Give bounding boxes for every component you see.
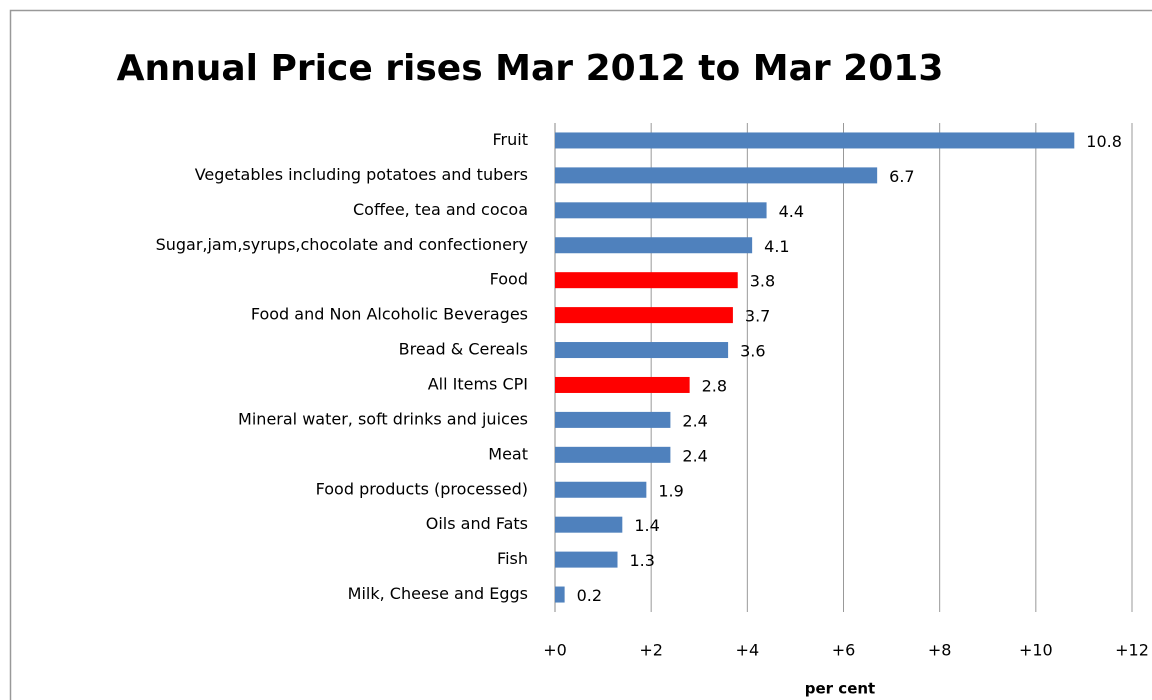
bar: [555, 446, 671, 463]
bar: [555, 516, 623, 533]
y-tick-label: Fruit: [493, 130, 528, 149]
data-label: 10.8: [1086, 132, 1122, 151]
bar: [555, 376, 690, 393]
chart-title: Annual Price rises Mar 2012 to Mar 2013: [117, 48, 944, 89]
data-label: 2.8: [702, 376, 727, 395]
x-tick-label: +10: [1019, 641, 1053, 660]
data-label: 1.3: [630, 551, 655, 570]
data-label: 4.1: [764, 237, 789, 256]
data-label: 1.9: [658, 481, 683, 500]
data-label: 2.4: [682, 446, 707, 465]
data-label: 4.4: [779, 202, 804, 221]
data-label: 6.7: [889, 167, 914, 186]
y-tick-label: Bread & Cereals: [399, 340, 528, 359]
data-label: 1.4: [634, 516, 659, 535]
bar: [555, 307, 733, 324]
data-label: 0.2: [577, 586, 602, 605]
y-tick-label: Milk, Cheese and Eggs: [348, 584, 528, 603]
x-tick-label: +6: [832, 641, 856, 660]
x-tick-label: +8: [928, 641, 952, 660]
y-tick-label: Fish: [497, 549, 528, 568]
bar: [555, 411, 671, 428]
y-tick-label: Food: [490, 270, 528, 289]
bar: [555, 237, 753, 254]
x-tick-label: +12: [1115, 641, 1149, 660]
y-tick-label: Food products (processed): [316, 479, 528, 498]
data-label: 2.4: [682, 411, 707, 430]
y-tick-label: Vegetables including potatoes and tubers: [195, 165, 528, 184]
bar: [555, 202, 767, 219]
data-label: 3.7: [745, 307, 770, 326]
bar: [555, 481, 647, 498]
bar: [555, 586, 565, 603]
bar: [555, 167, 878, 184]
y-tick-label: Meat: [488, 444, 528, 463]
y-tick-label: All Items CPI: [428, 374, 528, 393]
y-tick-label: Coffee, tea and cocoa: [353, 200, 528, 219]
x-tick-label: +4: [736, 641, 760, 660]
bar: [555, 342, 729, 359]
data-label: 3.8: [750, 272, 775, 291]
y-tick-label: Sugar,jam,syrups,chocolate and confectio…: [156, 235, 528, 254]
y-tick-label: Food and Non Alcoholic Beverages: [251, 305, 528, 324]
x-axis-label: per cent: [805, 680, 875, 698]
chart-border: [9, 9, 1152, 700]
data-label: 3.6: [740, 342, 765, 361]
y-tick-label: Mineral water, soft drinks and juices: [238, 409, 528, 428]
bar: [555, 272, 738, 289]
x-tick-label: +2: [639, 641, 663, 660]
bar: [555, 551, 618, 568]
x-tick-label: +0: [543, 641, 567, 660]
y-tick-label: Oils and Fats: [426, 514, 528, 533]
bar: [555, 132, 1075, 149]
